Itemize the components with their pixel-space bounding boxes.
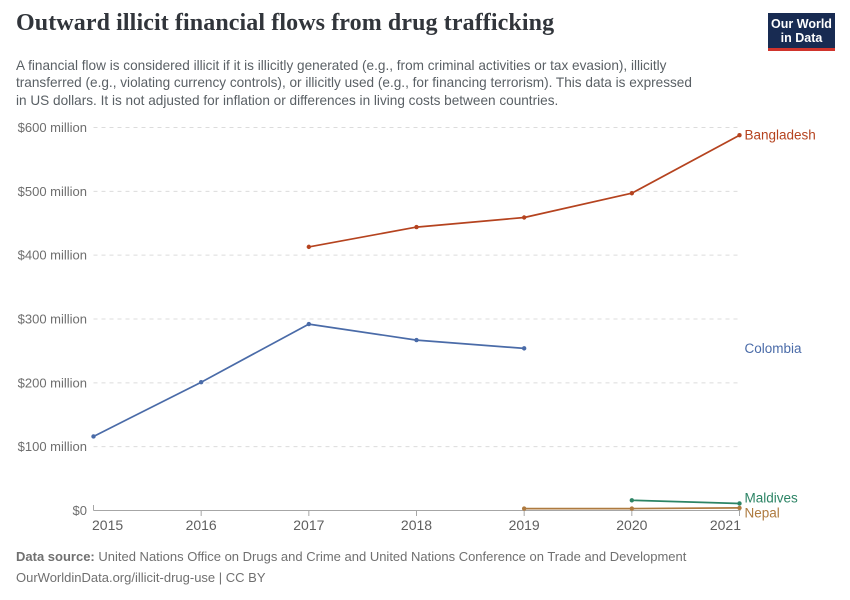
series-line-bangladesh [307, 134, 741, 248]
y-tick-label-100: $100 million [18, 439, 87, 454]
x-tick-label-2018: 2018 [401, 517, 432, 533]
y-tick-label-500: $500 million [18, 184, 87, 199]
data-point-nepal-2020 [629, 506, 635, 511]
data-point-bangladesh-2018 [414, 224, 419, 230]
y-tick-label-200: $200 million [18, 375, 87, 390]
data-point-colombia-2015 [91, 434, 96, 439]
data-point-bangladesh-2021 [737, 132, 742, 138]
chart-subtitle-line: in US dollars. It is not adjusted for in… [16, 92, 559, 108]
data-point-maldives-2020 [629, 498, 635, 503]
x-tick-label-2017: 2017 [293, 517, 324, 533]
data-source-line: Data source: United Nations Office on Dr… [16, 549, 686, 564]
data-source-text: United Nations Office on Drugs and Crime… [94, 549, 687, 564]
page-title: Outward illicit financial flows from dru… [16, 10, 555, 36]
series-label-maldives: Maldives [745, 491, 799, 506]
series-line-maldives [630, 499, 741, 505]
owid-logo-line2: in Data [780, 31, 823, 45]
series-line-nepal [523, 507, 741, 510]
data-point-bangladesh-2019 [521, 215, 527, 220]
y-tick-label-300: $300 million [18, 312, 87, 327]
data-source-label: Data source: [16, 549, 95, 564]
chart-subtitle-line: transferred (e.g., violating currency co… [16, 75, 692, 91]
data-point-colombia-2018 [414, 337, 419, 343]
chart-footer: Data source: United Nations Office on Dr… [16, 546, 686, 588]
y-tick-label-400: $400 million [18, 248, 87, 263]
owid-logo-line1: Our World [771, 17, 832, 31]
series-label-colombia: Colombia [745, 341, 803, 356]
data-point-colombia-2016 [198, 379, 204, 385]
data-point-colombia-2017 [306, 321, 312, 327]
x-tick-label-2021: 2021 [710, 517, 741, 533]
series-line-colombia [92, 323, 526, 438]
data-point-nepal-2021 [737, 505, 742, 511]
data-point-nepal-2019 [521, 506, 527, 511]
owid-logo: Our World in Data [768, 13, 835, 51]
series-label-nepal: Nepal [745, 506, 780, 521]
series-label-bangladesh: Bangladesh [745, 128, 816, 143]
y-tick-label-600: $600 million [18, 120, 87, 135]
data-point-bangladesh-2020 [629, 191, 635, 196]
x-tick-label-2015: 2015 [92, 517, 123, 533]
chart-subtitle-line: A financial flow is considered illicit i… [16, 58, 667, 73]
data-point-colombia-2019 [521, 346, 527, 351]
chart-subtitle: A financial flow is considered illicit i… [16, 57, 776, 109]
data-point-maldives-2021 [737, 501, 742, 506]
x-tick-label-2016: 2016 [186, 517, 217, 533]
x-tick-label-2020: 2020 [616, 517, 647, 533]
x-tick-label-2019: 2019 [509, 517, 540, 533]
owid-url-link[interactable]: OurWorldinData.org/illicit-drug-use | CC… [16, 570, 266, 585]
data-point-bangladesh-2017 [306, 244, 312, 250]
y-tick-label-0: $0 [73, 503, 87, 518]
